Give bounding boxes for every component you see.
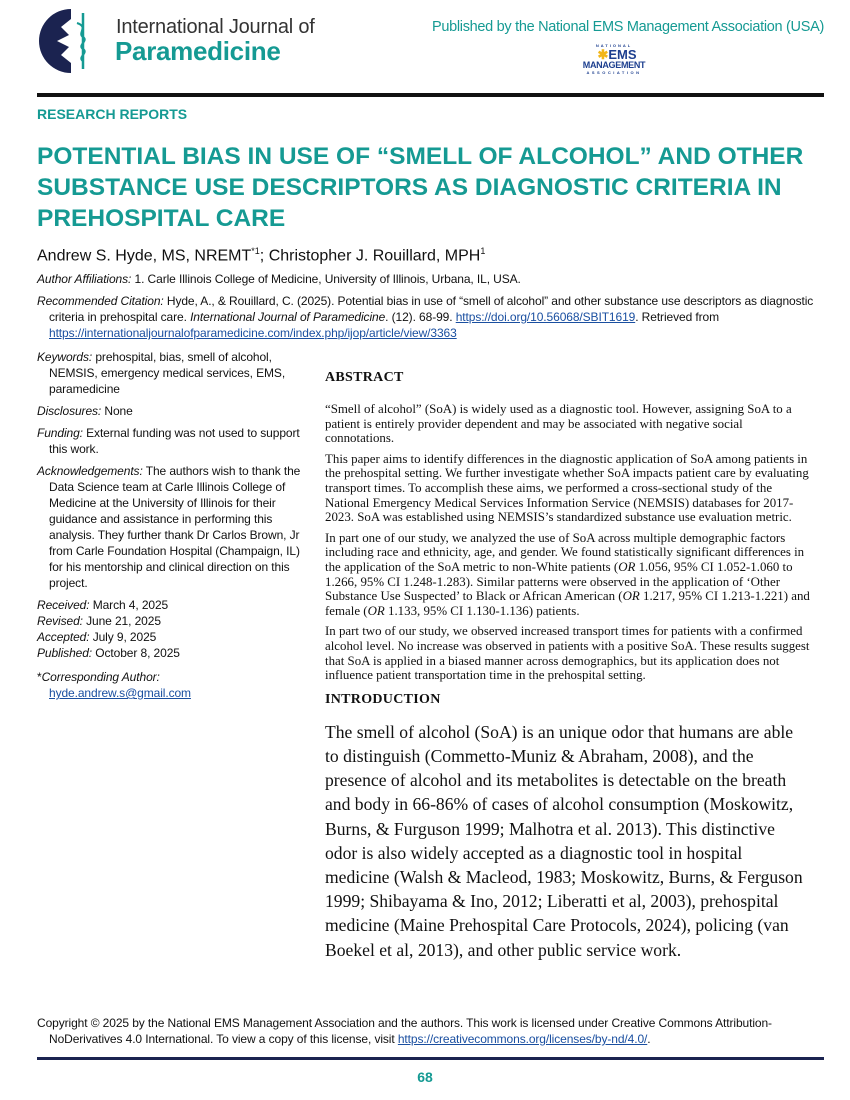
- acknowledgements-text: The authors wish to thank the Data Scien…: [49, 464, 301, 590]
- affiliations-label: Author Affiliations:: [37, 272, 132, 286]
- disclosures-label: Disclosures:: [37, 404, 102, 418]
- author-name: Andrew S. Hyde, MS, NREMT: [37, 247, 252, 265]
- received-label: Received:: [37, 598, 90, 612]
- citation-label: Recommended Citation:: [37, 294, 164, 308]
- published-text: October 8, 2025: [92, 646, 180, 660]
- citation-text: Hyde, A., & Rouillard, C. (2025). Potent…: [49, 294, 814, 324]
- article-url-link[interactable]: https://internationaljournalofparamedici…: [49, 326, 457, 340]
- received-text: March 4, 2025: [89, 598, 169, 612]
- journal-name-line2: Paramedicine: [115, 36, 281, 66]
- revised-text: June 21, 2025: [82, 614, 161, 628]
- acknowledgements-label: Acknowledgements:: [37, 464, 143, 478]
- keywords-text: prehospital, bias, smell of alcohol, NEM…: [49, 350, 286, 396]
- abstract-paragraph: “Smell of alcohol” (SoA) is widely used …: [325, 402, 792, 446]
- keywords: Keywords: prehospital, bias, smell of al…: [37, 349, 302, 397]
- revised-date: Revised: June 21, 2025: [37, 613, 302, 629]
- star-of-life-icon: ✱: [597, 47, 609, 62]
- citation-journal: International Journal of Paramedicine: [190, 310, 386, 324]
- journal-name-line1: International Journal of: [116, 16, 315, 38]
- author-affiliations: Author Affiliations: 1. Carle Illinois C…: [37, 271, 817, 287]
- introduction-heading: INTRODUCTION: [325, 691, 441, 707]
- funding-label: Funding:: [37, 426, 83, 440]
- page-number: 68: [417, 1069, 433, 1085]
- footer-divider: [37, 1057, 824, 1060]
- accepted-text: July 9, 2025: [89, 630, 157, 644]
- journal-logo-emblem-icon: [39, 9, 86, 73]
- copyright-text: Copyright © 2025 by the National EMS Man…: [37, 1016, 772, 1046]
- license-link[interactable]: https://creativecommons.org/licenses/by-…: [397, 1032, 648, 1046]
- author-name: Christopher J. Rouillard, MPH: [268, 247, 481, 265]
- article-metadata-sidebar: Keywords: prehospital, bias, smell of al…: [37, 349, 302, 707]
- received-date: Received: March 4, 2025: [37, 597, 302, 613]
- citation-text: . Retrieved from: [635, 310, 719, 324]
- abstract-paragraph: This paper aims to identify differences …: [325, 451, 809, 525]
- funding-text: External funding was not used to support…: [49, 426, 300, 456]
- introduction-section: INTRODUCTION The smell of alcohol (SoA) …: [325, 692, 810, 962]
- logo-text: ASSOCIATION: [586, 70, 642, 75]
- keywords-label: Keywords:: [37, 350, 93, 364]
- abstract-heading: ABSTRACT: [325, 370, 404, 385]
- disclosures-text: None: [101, 404, 133, 418]
- accepted-date: Accepted: July 9, 2025: [37, 629, 302, 645]
- section-label: RESEARCH REPORTS: [37, 106, 188, 122]
- logo-text: NATIONAL: [595, 43, 633, 48]
- abstract-paragraph: In part one of our study, we analyzed th…: [325, 530, 810, 618]
- journal-logo: [37, 7, 105, 80]
- author-separator: ;: [259, 247, 269, 265]
- corresponding-email-link[interactable]: hyde.andrew.s@gmail.com: [49, 686, 191, 700]
- nemsma-logo: NATIONAL ✱EMS MANAGEMENT ASSOCIATION: [572, 44, 656, 75]
- logo-text: ✱EMS: [597, 47, 637, 62]
- publisher-line: Published by the National EMS Management…: [431, 19, 824, 35]
- acknowledgements: Acknowledgements: The authors wish to th…: [37, 463, 302, 591]
- corresponding-author: *Corresponding Author: hyde.andrew.s@gma…: [37, 669, 302, 701]
- logo-text: MANAGEMENT: [582, 60, 646, 70]
- doi-link[interactable]: https://doi.org/10.56068/SBIT1619: [455, 310, 636, 324]
- disclosures: Disclosures: None: [37, 403, 302, 419]
- author-superscript: *1: [251, 246, 260, 256]
- author-superscript: 1: [480, 246, 486, 256]
- copyright-notice: Copyright © 2025 by the National EMS Man…: [37, 1015, 824, 1047]
- author-list: Andrew S. Hyde, MS, NREMT*1; Christopher…: [37, 246, 485, 265]
- published-label: Published:: [37, 646, 93, 660]
- recommended-citation: Recommended Citation: Hyde, A., & Rouill…: [37, 293, 829, 341]
- affiliations-text: 1. Carle Illinois College of Medicine, U…: [131, 272, 521, 286]
- corresponding-label: Corresponding Author:: [41, 670, 160, 684]
- citation-text: . (12). 68-99.: [385, 310, 456, 324]
- copyright-end: .: [647, 1032, 651, 1046]
- published-date: Published: October 8, 2025: [37, 645, 302, 661]
- abstract-paragraph: In part two of our study, we observed in…: [325, 624, 810, 683]
- asterisk: *: [37, 670, 42, 684]
- introduction-paragraph: The smell of alcohol (SoA) is an unique …: [325, 721, 803, 960]
- article-title: POTENTIAL BIAS IN USE OF “SMELL OF ALCOH…: [37, 143, 804, 232]
- funding: Funding: External funding was not used t…: [37, 425, 302, 457]
- abstract-section: ABSTRACT “Smell of alcohol” (SoA) is wid…: [325, 370, 810, 962]
- revised-label: Revised:: [37, 614, 83, 628]
- accepted-label: Accepted:: [37, 630, 90, 644]
- header-divider: [37, 93, 824, 97]
